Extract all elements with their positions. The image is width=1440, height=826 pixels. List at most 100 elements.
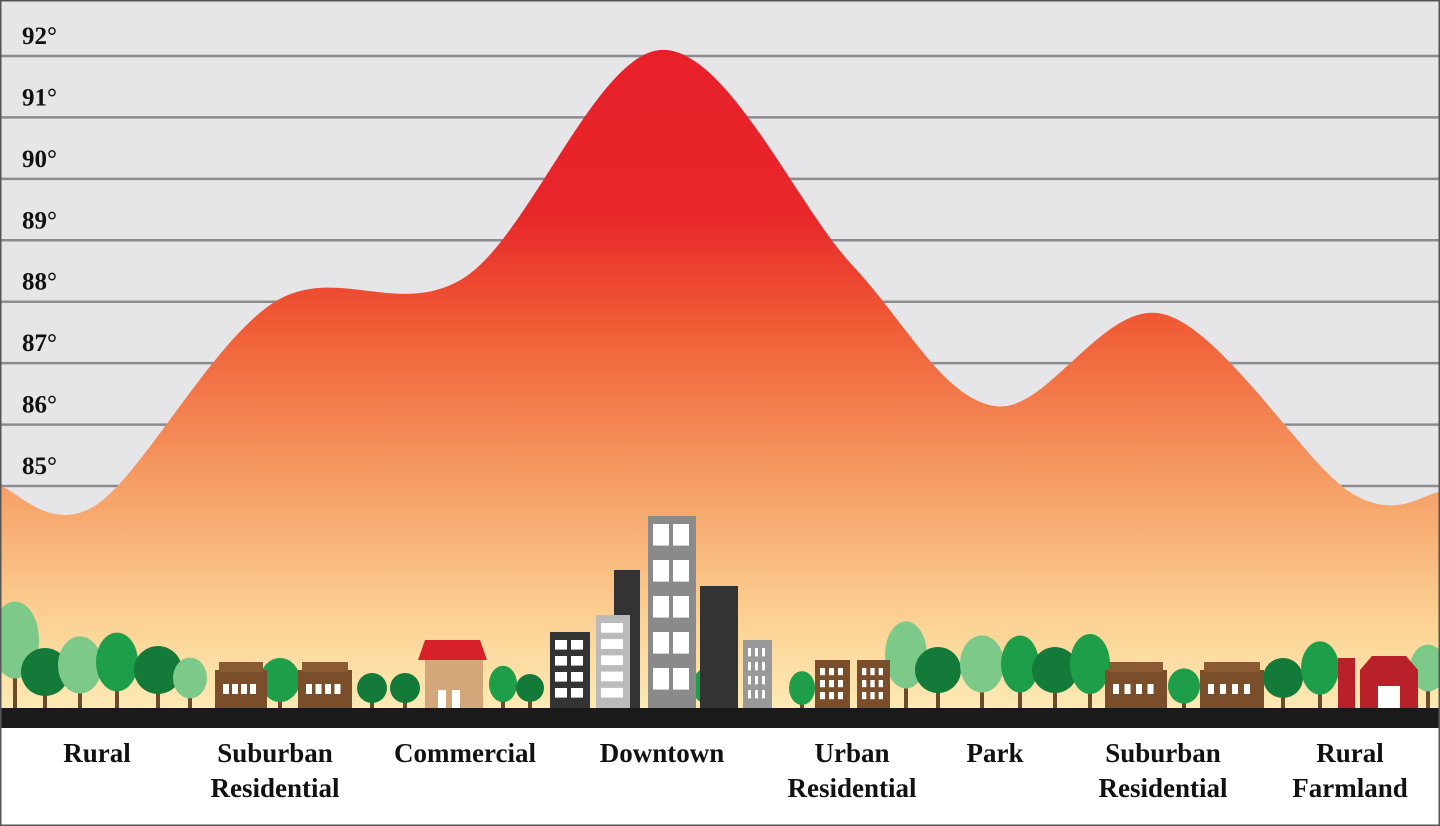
building-window (755, 676, 758, 685)
building-window (862, 680, 867, 688)
house-window (1220, 684, 1226, 694)
y-tick-label: 89° (22, 207, 57, 234)
building-window (878, 692, 883, 700)
commercial-roof (418, 640, 487, 660)
building-window (555, 656, 567, 666)
house-window (315, 684, 322, 694)
tree-icon (58, 636, 102, 694)
building-window (829, 668, 834, 676)
house-roof (302, 662, 348, 672)
tree-icon (21, 648, 69, 696)
tree-icon (516, 674, 544, 702)
house-window (1136, 684, 1142, 694)
building-window (601, 623, 623, 633)
building-window (762, 662, 765, 671)
building-window (571, 640, 583, 650)
y-tick-label: 86° (22, 392, 57, 419)
building-window (820, 692, 825, 700)
building-window (673, 668, 689, 690)
tree-icon (1168, 668, 1200, 704)
tree-icon (134, 646, 182, 694)
skyscraper-icon (700, 586, 738, 708)
house-roof (1204, 662, 1260, 672)
tree-icon (357, 673, 387, 703)
house-window (325, 684, 331, 694)
barn-icon (1360, 656, 1418, 708)
house-window (1113, 684, 1119, 694)
tree-icon (1032, 647, 1078, 693)
house-window (241, 684, 247, 694)
building-window (748, 648, 751, 657)
building-window (748, 662, 751, 671)
category-label: Suburban (1105, 738, 1221, 768)
building-window (571, 688, 583, 698)
building-window (755, 690, 758, 699)
building-window (862, 668, 867, 676)
building-window (673, 524, 689, 546)
building-window (601, 687, 623, 698)
tree-icon (260, 658, 300, 702)
y-axis-ticks: 85° 86° 87° 88° 89° 90° 91° 92° (22, 23, 57, 480)
building-window (820, 680, 825, 688)
house-roof (1109, 662, 1163, 672)
barn-door (1378, 686, 1400, 708)
y-tick-label: 91° (22, 84, 57, 111)
building-window (862, 692, 867, 700)
building-window (653, 632, 669, 654)
house-window (1208, 684, 1214, 694)
temperature-area (0, 49, 1440, 710)
tree-icon (489, 665, 517, 703)
building-window (829, 680, 834, 688)
house-window (334, 684, 341, 694)
building-window (601, 655, 623, 666)
building-window (653, 560, 669, 582)
category-label: Rural (1316, 738, 1384, 768)
building-window (870, 692, 875, 700)
tree-icon (789, 671, 815, 705)
cityscape-illustration (0, 516, 1440, 708)
building-window (755, 648, 758, 657)
building-window (878, 680, 883, 688)
category-label: Suburban (217, 738, 333, 768)
building-window (762, 690, 765, 699)
building-window (748, 676, 751, 685)
building-window (673, 560, 689, 582)
tree-icon (390, 673, 420, 703)
category-label: Commercial (394, 738, 536, 768)
tree-icon (1301, 641, 1339, 695)
building-window (601, 671, 623, 682)
y-tick-label: 88° (22, 269, 57, 296)
category-label: Residential (787, 773, 917, 803)
tree-icon (1070, 634, 1110, 694)
house-window (250, 684, 256, 694)
category-label: Residential (1098, 773, 1228, 803)
category-label: Downtown (600, 738, 725, 768)
label-background (0, 728, 1440, 826)
building-window (870, 680, 875, 688)
building-window (673, 596, 689, 618)
building-window (838, 692, 843, 700)
building-window (555, 672, 567, 682)
tree-icon (915, 647, 961, 693)
building-window (673, 632, 689, 654)
y-tick-label: 85° (22, 453, 57, 480)
building-window (748, 690, 751, 699)
building-window (838, 668, 843, 676)
tree-icon (960, 635, 1004, 693)
building-window (571, 672, 583, 682)
tree-icon (1001, 635, 1039, 693)
building-window (571, 656, 583, 666)
category-label: Farmland (1292, 773, 1408, 803)
tree-icon (173, 657, 207, 699)
door (452, 690, 460, 708)
tree-icon (1263, 658, 1303, 698)
building-window (555, 688, 567, 698)
category-label: Rural (63, 738, 131, 768)
y-tick-label: 90° (22, 146, 57, 173)
building-window (870, 668, 875, 676)
category-label: Urban (814, 738, 889, 768)
building-window (820, 668, 825, 676)
building-window (653, 596, 669, 618)
building-window (601, 639, 623, 649)
